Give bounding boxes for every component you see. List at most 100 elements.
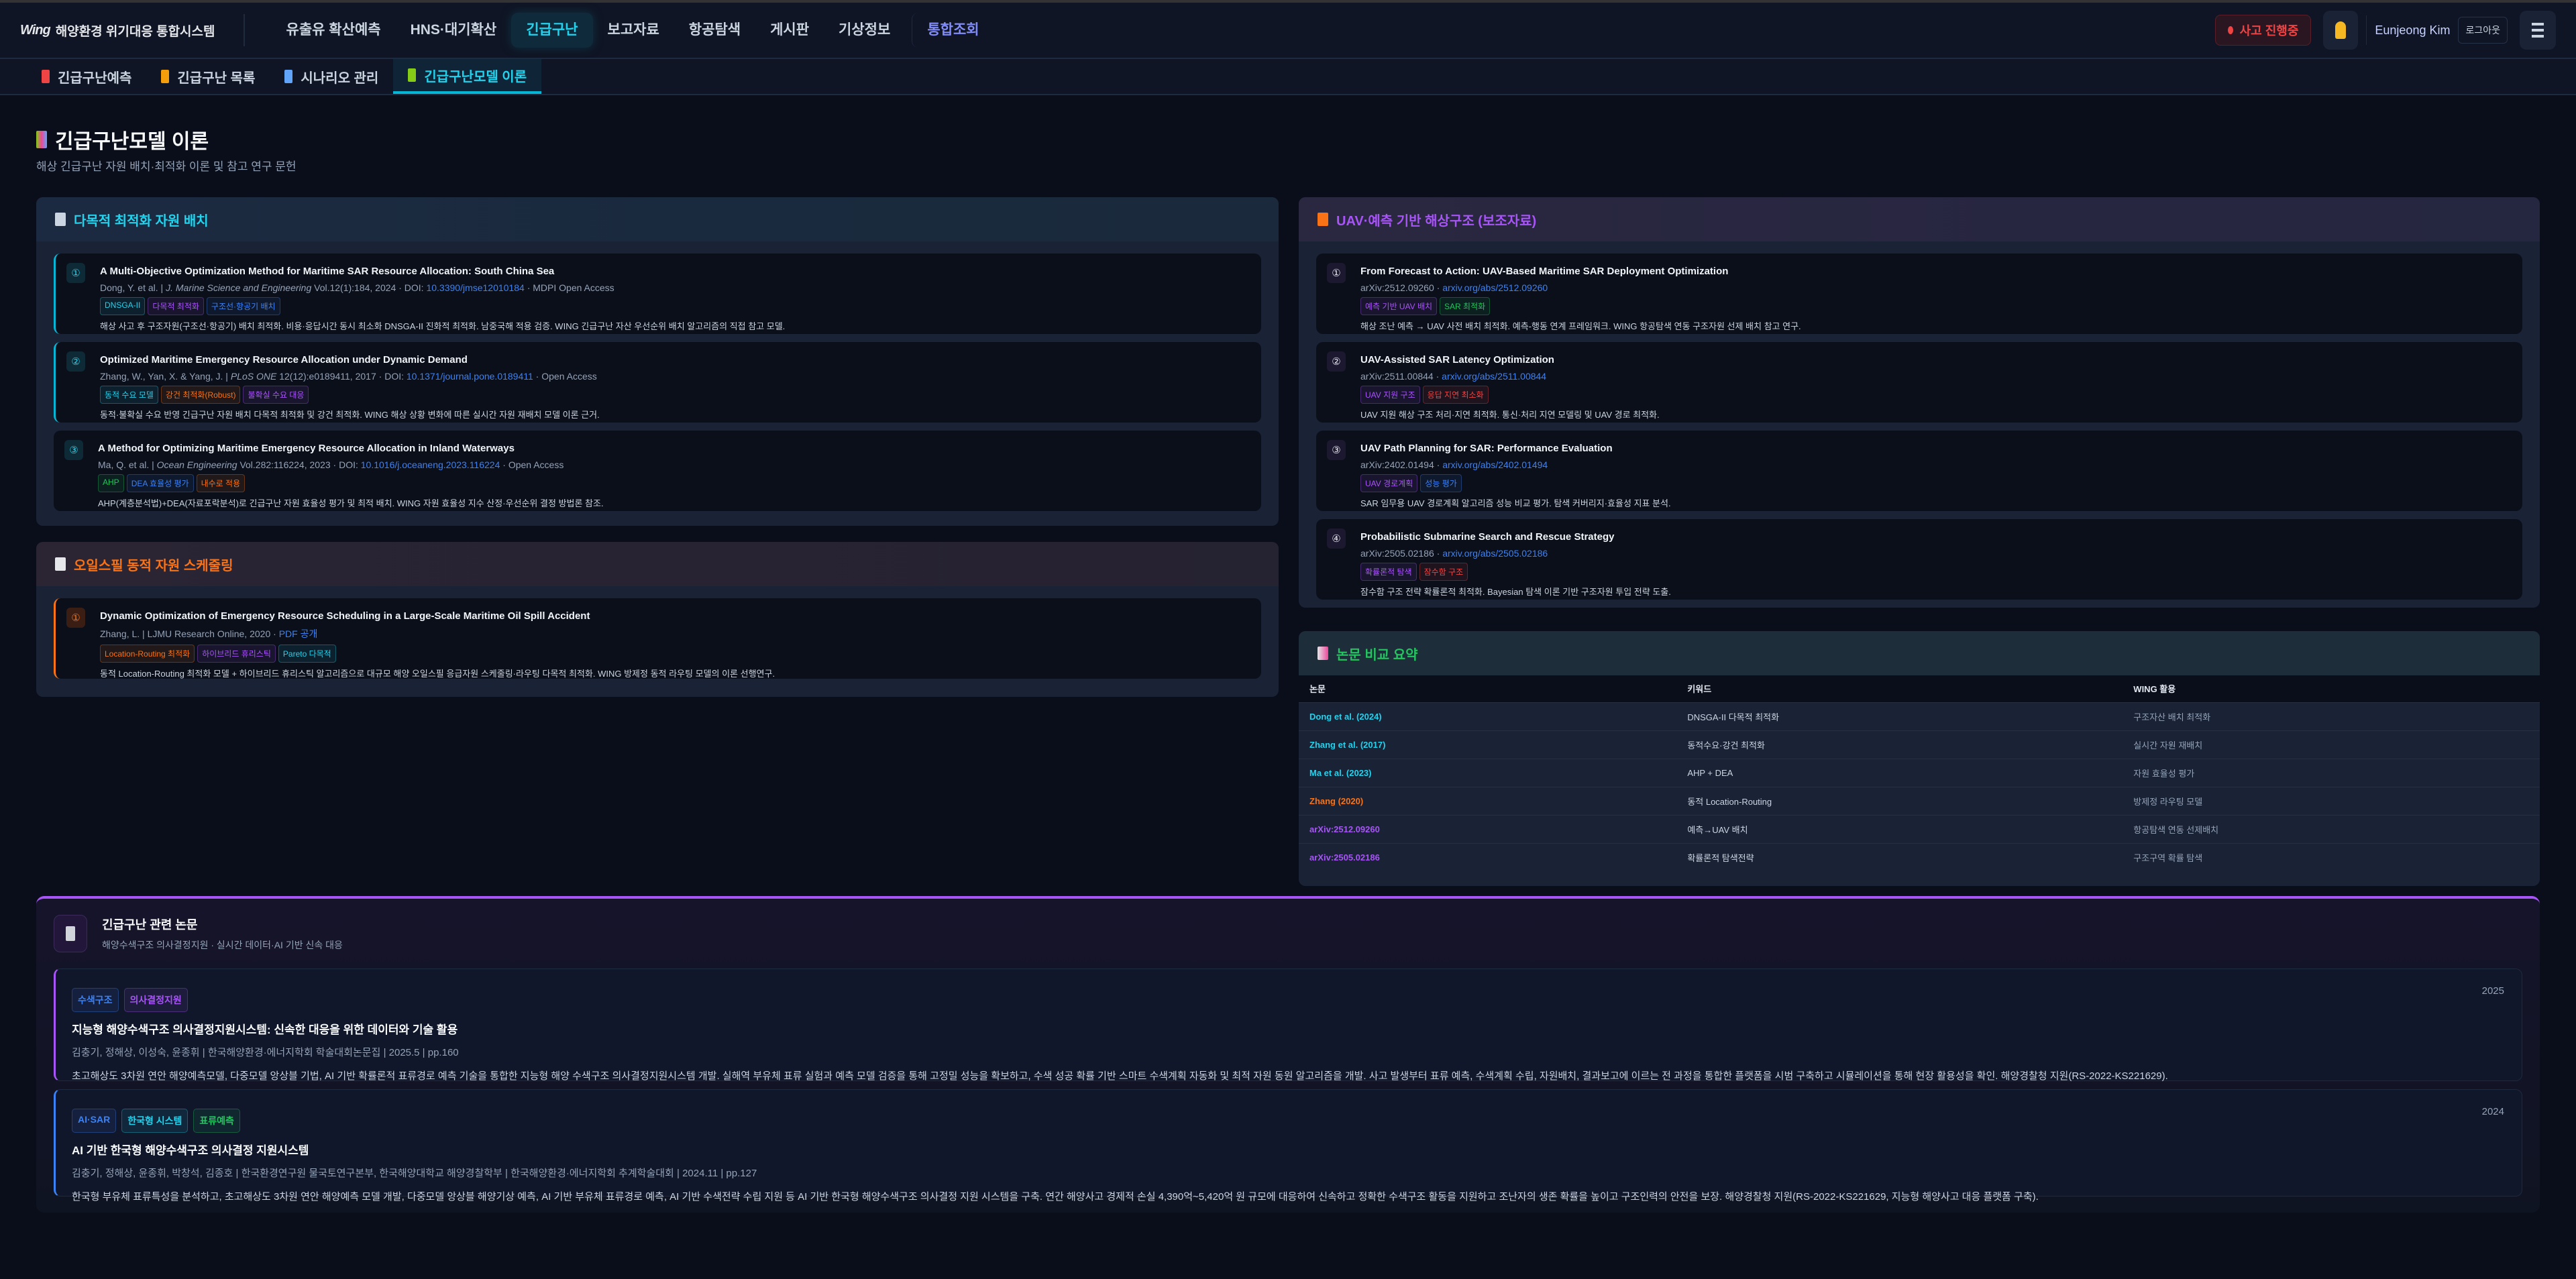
related-papers-section: 긴급구난 관련 논문 해양수색구조 의사결정지원 · 실시간 데이터·AI 기반 … (36, 896, 2540, 1213)
paper-card[interactable]: ① From Forecast to Action: UAV-Based Mari… (1316, 254, 2522, 334)
tab-3[interactable]: 긴급구난모델 이론 (393, 59, 542, 94)
section-header: 논문 비교 요약 (1299, 631, 2540, 675)
page-title-text: 긴급구난모델 이론 (55, 131, 209, 153)
paper-authors: Zhang, L. (100, 628, 140, 639)
table-row[interactable]: arXiv:2505.02186 확률론적 탐색전략 구조구역 확률 탐색 (1299, 842, 2540, 871)
logout-button[interactable]: 로그아웃 (2458, 17, 2508, 44)
doi-link[interactable]: 10.1371/journal.pone.0189411 (406, 371, 533, 382)
section-multi-objective: 다목적 최적화 자원 배치 ① A Multi-Objective Optimiza… (36, 197, 1279, 526)
paper-card[interactable]: ① A Multi-Objective Optimization Method f… (54, 254, 1261, 334)
tab-1[interactable]: 긴급구난 목록 (146, 59, 270, 94)
arxiv-link[interactable]: arxiv.org/abs/2505.02186 (1442, 548, 1548, 559)
paper-card[interactable]: ③ UAV Path Planning for SAR: Performance … (1316, 431, 2522, 511)
related-paper-card[interactable]: AI·SAR 한국형 시스템 표류예측 2024 AI 기반 한국형 해양수색구조 의사… (54, 1089, 2522, 1203)
keyword-cell: 동적수요·강건 최적화 (1676, 730, 2123, 759)
paper-description: AHP(계층분석법)+DEA(자료포락분석)로 긴급구난 자원 효율성 평가 및… (98, 498, 604, 508)
keyword-tag: 동적 수요 모델 (100, 386, 158, 404)
arxiv-link[interactable]: arxiv.org/abs/2511.00844 (1442, 371, 1547, 382)
related-paper-card[interactable]: 수색구조 의사결정지원 2025 지능형 해양수색구조 의사결정지원시스템: 신속한 … (54, 968, 2522, 1082)
paper-title: From Forecast to Action: UAV-Based Marit… (1360, 266, 1729, 277)
keyword-tag: SAR 최적화 (1440, 297, 1491, 315)
paper-meta: arXiv:2505.02186 · arxiv.org/abs/2505.02… (1360, 548, 1548, 559)
wing-use-cell: 자원 효율성 평가 (2123, 758, 2540, 787)
section-body: ① A Multi-Objective Optimization Method f… (36, 241, 1279, 511)
nav-item-5[interactable]: 게시판 (770, 22, 810, 38)
access-label: Open Access (508, 459, 564, 470)
tab-0[interactable]: 긴급구난예측 (27, 59, 146, 94)
keyword-tag: DNSGA-II (100, 297, 146, 315)
table-row[interactable]: Dong et al. (2024) DNSGA-II 다목적 최적화 구조자산 배… (1299, 702, 2540, 730)
wing-use-cell: 항공탐색 연동 선제배치 (2123, 814, 2540, 843)
paper-meta: arXiv:2402.01494 · arxiv.org/abs/2402.01… (1360, 459, 1548, 470)
paper-description: 해상 조난 예측 → UAV 사전 배치 최적화. 예측-행동 연계 프레임워크… (1360, 321, 1801, 331)
arxiv-id: arXiv:2505.02186 (1360, 548, 1434, 559)
section-body: ① Dynamic Optimization of Emergency Resou… (36, 586, 1279, 679)
paper-card[interactable]: ④ Probabilistic Submarine Search and Resc… (1316, 519, 2522, 600)
paper-meta: Zhang, W., Yan, X. & Yang, J. | PLoS ONE… (100, 371, 597, 382)
paper-meta: 김충기, 정해상, 이성숙, 윤종휘 | 한국해양환경·에너지학회 학술대회논문… (72, 1047, 459, 1058)
paper-year: 2025 (2481, 985, 2504, 997)
nav-item-1[interactable]: HNS·대기확산 (410, 22, 497, 38)
paper-meta: arXiv:2512.09260 · arxiv.org/abs/2512.09… (1360, 282, 1548, 293)
keyword-tag: 응답 지연 최소화 (1422, 386, 1489, 404)
doi-link[interactable]: 10.3390/jmse12010184 (426, 282, 525, 293)
wing-use-cell: 구조자산 배치 최적화 (2123, 702, 2540, 730)
incident-label: 사고 진행중 (2239, 24, 2299, 38)
paper-card[interactable]: ② UAV-Assisted SAR Latency Optimization ar… (1316, 342, 2522, 423)
doi-link[interactable]: 10.1016/j.oceaneng.2023.116224 (360, 459, 500, 470)
keyword-tag: Location-Routing 최적화 (100, 645, 195, 663)
paper-title: Optimized Maritime Emergency Resource Al… (100, 354, 468, 366)
table-row[interactable]: Zhang et al. (2017) 동적수요·강건 최적화 실시간 자원 재배치 (1299, 730, 2540, 759)
keyword-tag: 다목적 최적화 (148, 297, 204, 315)
paper-number: ③ (64, 440, 83, 460)
paper-description: 한국형 부유체 표류특성을 분석하고, 초고해상도 3차원 연안 해양예측 모델… (72, 1191, 2039, 1203)
nav-item-0[interactable]: 유출유 확산예측 (286, 22, 381, 38)
keyword-tag: 잠수함 구조 (1419, 563, 1468, 581)
nav-item-6[interactable]: 기상정보 (839, 22, 891, 38)
arxiv-id: arXiv:2402.01494 (1360, 459, 1434, 470)
access-label: Open Access (541, 371, 597, 382)
tab-label: 긴급구난예측 (58, 70, 132, 86)
keyword-tag: 불확실 수요 대응 (243, 386, 309, 404)
nav-item-7[interactable]: 통합조회 (912, 13, 994, 48)
paper-card[interactable]: ② Optimized Maritime Emergency Resource A… (54, 342, 1261, 423)
paper-number: ① (1327, 263, 1346, 283)
paper-number: ① (66, 263, 85, 283)
keyword-tag: UAV 지원 구조 (1360, 386, 1420, 404)
keyword-tag: 하이브리드 휴리스틱 (197, 645, 276, 663)
incident-status-badge[interactable]: 사고 진행중 (2214, 15, 2312, 46)
paper-number: ② (1327, 351, 1346, 372)
paper-card[interactable]: ③ A Method for Optimizing Maritime Emerge… (54, 431, 1261, 511)
page-title: 긴급구난모델 이론 (36, 125, 209, 154)
notifications-button[interactable] (2323, 11, 2359, 50)
paper-meta: Dong, Y. et al. | J. Marine Science and … (100, 282, 614, 293)
hamburger-icon (2532, 23, 2544, 25)
section-title: 다목적 최적화 자원 배치 (74, 213, 209, 229)
nav-item-4[interactable]: 항공탐색 (688, 22, 741, 38)
paper-description: 동적·불확실 수요 반영 긴급구난 자원 배치 다목적 최적화 및 강건 최적화… (100, 410, 600, 420)
paper-volume: LJMU Research Online, 2020 (147, 628, 271, 639)
doi-link[interactable]: PDF 공개 (278, 628, 318, 639)
menu-button[interactable] (2520, 11, 2556, 50)
arxiv-id: arXiv:2512.09260 (1360, 282, 1434, 293)
sub-tabs: 긴급구난예측 긴급구난 목록 시나리오 관리 긴급구난모델 이론 (0, 59, 2576, 95)
paper-cell: Zhang et al. (2017) (1299, 730, 1677, 759)
keyword-cell: 확률론적 탐색전략 (1676, 842, 2123, 871)
journal-name: J. Marine Science and Engineering (166, 282, 312, 293)
table-row[interactable]: Zhang (2020) 동적 Location-Routing 방제정 라우팅 모… (1299, 786, 2540, 815)
nav-item-3[interactable]: 보고자료 (607, 22, 659, 38)
tag-list: UAV 경로계획 성능 평가 (1360, 474, 2522, 492)
arxiv-link[interactable]: arxiv.org/abs/2512.09260 (1442, 282, 1548, 293)
table-row[interactable]: arXiv:2512.09260 예측→UAV 배치 항공탐색 연동 선제배치 (1299, 814, 2540, 843)
arxiv-link[interactable]: arxiv.org/abs/2402.01494 (1442, 459, 1548, 470)
paper-card[interactable]: ① Dynamic Optimization of Emergency Resou… (54, 598, 1261, 679)
table-row[interactable]: Ma et al. (2023) AHP + DEA 자원 효율성 평가 (1299, 758, 2540, 787)
tag-list: UAV 지원 구조 응답 지연 최소화 (1360, 386, 2522, 404)
nav-item-2[interactable]: 긴급구난 (511, 13, 593, 48)
paper-description: 동적 Location-Routing 최적화 모델 + 하이브리드 휴리스틱 … (100, 669, 775, 679)
tab-2[interactable]: 시나리오 관리 (270, 59, 393, 94)
tag-list: 예측 기반 UAV 배치 SAR 최적화 (1360, 297, 2522, 315)
wing-use-cell: 방제정 라우팅 모델 (2123, 786, 2540, 815)
app-logo[interactable]: Wing 해양환경 위기대응 통합시스템 (20, 21, 215, 40)
paper-title: A Method for Optimizing Maritime Emergen… (98, 443, 515, 454)
